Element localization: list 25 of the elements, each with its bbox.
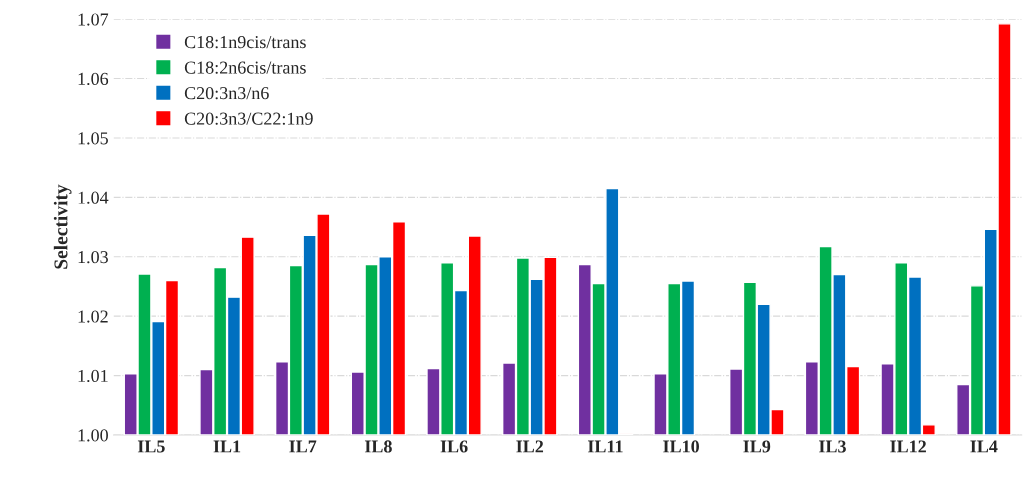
y-tick-label: 1.06 xyxy=(78,72,109,86)
legend-label: C18:2n6cis/trans xyxy=(184,61,306,74)
y-axis-title: Selectivity xyxy=(53,184,72,269)
x-tick-label: IL2 xyxy=(516,440,544,453)
x-tick-label: IL10 xyxy=(663,440,699,453)
legend-label: C20:3n3/C22:1n9 xyxy=(184,112,313,125)
x-tick-label: IL4 xyxy=(970,440,998,453)
y-tick-label: 1.01 xyxy=(78,369,108,383)
legend-label: C20:3n3/n6 xyxy=(184,87,269,100)
x-tick-label: IL11 xyxy=(587,440,623,453)
y-tick-label: 1.05 xyxy=(78,132,108,145)
y-tick-label: 1.03 xyxy=(78,251,108,264)
x-tick-label: IL12 xyxy=(890,440,926,453)
y-tick-label: 1.00 xyxy=(78,429,108,442)
x-tick-label: IL3 xyxy=(819,440,846,453)
x-tick-label: IL5 xyxy=(137,440,165,453)
x-tick-label: IL7 xyxy=(289,440,317,453)
x-tick-label: IL1 xyxy=(213,440,241,453)
x-tick-label: IL8 xyxy=(364,440,392,453)
y-tick-label: 1.04 xyxy=(78,191,109,204)
y-tick-label: 1.02 xyxy=(78,310,108,323)
y-tick-label: 1.07 xyxy=(78,13,109,26)
x-tick-label: IL9 xyxy=(743,440,771,453)
legend-label: C18:1n9cis/trans xyxy=(184,36,306,49)
x-tick-label: IL6 xyxy=(440,440,468,453)
